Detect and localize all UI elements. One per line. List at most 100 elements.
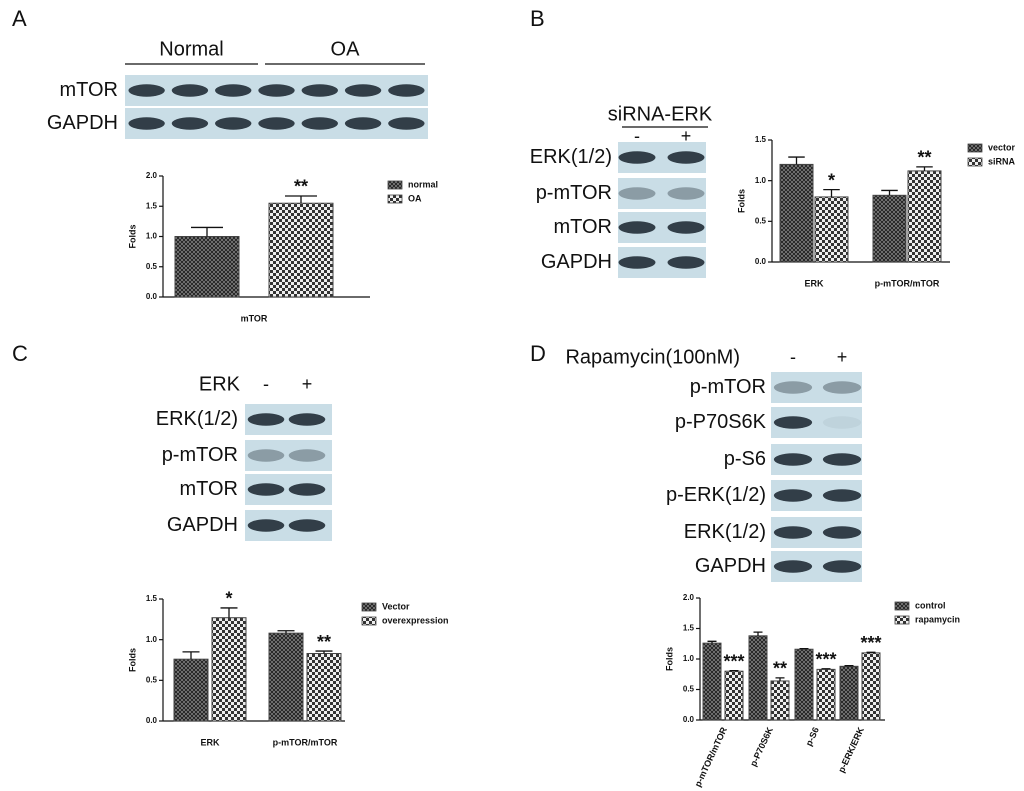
y-tick-label: 2.0 bbox=[683, 593, 695, 602]
row-label: p-mTOR bbox=[162, 444, 238, 466]
legend-swatch bbox=[967, 157, 983, 167]
row-label: p-ERK(1/2) bbox=[666, 484, 766, 506]
bar bbox=[816, 668, 836, 721]
x-tick-label: p-ERK/ERK bbox=[836, 725, 866, 774]
significance-label: * bbox=[828, 170, 835, 190]
bar bbox=[174, 236, 240, 298]
blot-band bbox=[822, 526, 862, 539]
legend-swatch bbox=[361, 602, 377, 612]
legend-swatch bbox=[387, 194, 403, 204]
blot-band bbox=[667, 151, 705, 164]
legend-label: rapamycin bbox=[915, 614, 960, 624]
error-bar bbox=[799, 647, 809, 650]
y-tick-label: 0.5 bbox=[146, 675, 158, 684]
y-tick-label: 1.0 bbox=[146, 635, 158, 644]
significance-label: ** bbox=[317, 632, 331, 652]
blot-band bbox=[247, 519, 285, 532]
blot-band bbox=[288, 449, 326, 462]
significance-label: *** bbox=[860, 633, 881, 653]
lane-label: - bbox=[790, 347, 796, 367]
error-bar bbox=[191, 226, 223, 237]
error-bar bbox=[775, 677, 785, 681]
y-tick-label: 1.5 bbox=[755, 135, 767, 144]
blot-band bbox=[247, 483, 285, 496]
blot-band bbox=[822, 416, 862, 429]
bar bbox=[770, 680, 790, 721]
lane-label: + bbox=[302, 374, 313, 394]
panel-letter: A bbox=[12, 6, 27, 31]
y-tick-label: 1.5 bbox=[146, 594, 158, 603]
error-bar bbox=[220, 607, 238, 618]
row-label: GAPDH bbox=[47, 112, 118, 134]
blot-band bbox=[773, 381, 813, 394]
lane-label: + bbox=[681, 126, 692, 146]
blot-band bbox=[667, 256, 705, 269]
blot-band bbox=[171, 84, 209, 97]
y-tick-label: 0.5 bbox=[146, 262, 158, 271]
blot-band bbox=[247, 413, 285, 426]
bar bbox=[779, 163, 814, 263]
blot-band bbox=[773, 489, 813, 502]
legend-label: vector bbox=[988, 142, 1016, 152]
blot-band bbox=[288, 483, 326, 496]
y-tick-label: 1.0 bbox=[683, 654, 695, 663]
bar bbox=[268, 202, 334, 298]
y-tick-label: 0.0 bbox=[146, 292, 158, 301]
blot-band bbox=[288, 413, 326, 426]
blot-band bbox=[618, 151, 656, 164]
bar bbox=[268, 632, 304, 722]
blot-strip bbox=[245, 440, 332, 471]
blot-band bbox=[667, 221, 705, 234]
y-tick-label: 0.0 bbox=[683, 715, 695, 724]
bar bbox=[814, 196, 849, 263]
legend-swatch bbox=[387, 180, 403, 190]
legend-label: Vector bbox=[382, 601, 410, 611]
panel-letter: B bbox=[530, 6, 545, 31]
group-label: OA bbox=[331, 38, 361, 60]
x-tick-label: p-mTOR/mTOR bbox=[875, 278, 940, 288]
error-bar bbox=[821, 668, 831, 670]
error-bar bbox=[707, 640, 717, 644]
blot-band bbox=[388, 84, 425, 97]
bar bbox=[861, 652, 881, 721]
row-label: p-P70S6K bbox=[675, 411, 767, 433]
bar bbox=[702, 642, 722, 721]
blot-band bbox=[618, 187, 656, 200]
legend-swatch bbox=[967, 143, 983, 153]
blot-strip bbox=[771, 372, 862, 403]
bar bbox=[306, 652, 342, 722]
legend-swatch bbox=[894, 601, 910, 611]
blot-band bbox=[667, 187, 705, 200]
legend-label: siRNA bbox=[988, 156, 1016, 166]
significance-label: ** bbox=[294, 177, 308, 197]
row-label: ERK(1/2) bbox=[156, 408, 238, 430]
x-tick-label: ERK bbox=[804, 278, 824, 288]
significance-label: * bbox=[225, 589, 232, 609]
blot-band bbox=[822, 489, 862, 502]
blot-band bbox=[822, 381, 862, 394]
blot-band bbox=[618, 221, 656, 234]
error-bar bbox=[866, 651, 876, 653]
significance-label: *** bbox=[815, 650, 836, 670]
row-label: mTOR bbox=[179, 478, 238, 500]
y-axis-label: Folds bbox=[127, 648, 137, 672]
significance-label: *** bbox=[723, 651, 744, 671]
y-tick-label: 0.5 bbox=[683, 685, 695, 694]
x-tick-label: p-mTOR/mTOR bbox=[693, 725, 730, 788]
group-label: Normal bbox=[159, 38, 223, 60]
row-label: p-S6 bbox=[724, 448, 766, 470]
error-bar bbox=[788, 156, 805, 165]
blot-band bbox=[247, 449, 285, 462]
blot-band bbox=[344, 117, 382, 130]
significance-label: ** bbox=[773, 659, 787, 679]
lane-label: + bbox=[837, 347, 848, 367]
row-label: GAPDH bbox=[695, 555, 766, 577]
y-axis-label: Folds bbox=[736, 189, 746, 213]
treatment-label: siRNA-ERK bbox=[608, 103, 713, 125]
bar bbox=[724, 670, 744, 721]
blot-band bbox=[258, 84, 295, 97]
blot-band bbox=[301, 117, 338, 130]
y-tick-label: 0.0 bbox=[755, 257, 767, 266]
